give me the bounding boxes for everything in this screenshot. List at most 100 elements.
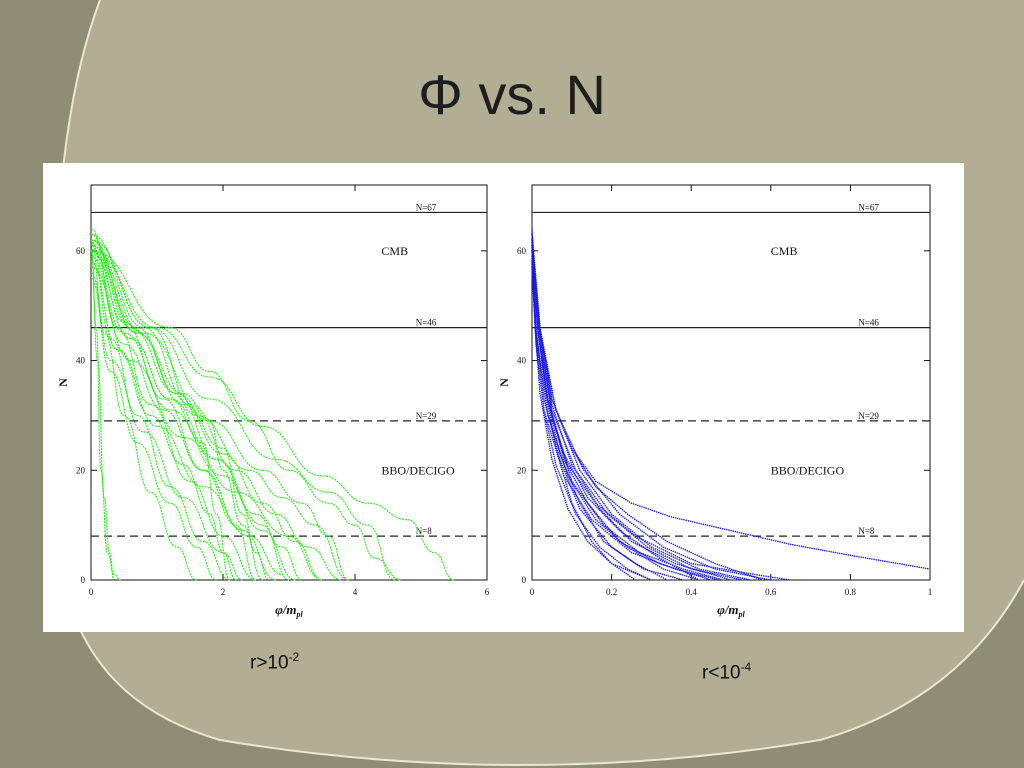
series-point [620,514,623,517]
series-point [730,529,732,532]
series-point [715,526,717,528]
series-point [537,375,540,377]
series-point [531,230,533,232]
series-point [572,470,574,472]
series-point [637,554,639,556]
series-point [775,540,777,542]
series-point [754,573,756,576]
series-point [641,506,643,508]
series-point [716,577,718,580]
series-point [540,369,543,371]
series-point [588,505,591,507]
series-point [559,474,561,476]
series-point [581,465,583,468]
series-point [606,517,609,519]
series-point [617,494,620,496]
series-point [542,344,544,346]
series-line-traj-21 [90,250,402,581]
series-point [556,447,558,450]
series-point [761,577,763,580]
series-point [601,511,604,513]
series-point [909,564,912,567]
series-point [572,453,575,456]
series-point [674,562,677,565]
series-point [603,514,606,516]
figure-panel: 0 2 4 6 0 20 40 60 φ/mpl N N=67 N=46 N=29 N=8 CMB BBO/D… [43,163,964,632]
series-point [572,507,575,509]
series-point [658,575,661,577]
series-point [533,268,536,270]
series-point [757,536,760,538]
series-point [730,575,733,577]
series-point [707,571,710,574]
series-point [591,497,593,499]
series-point [577,485,580,487]
series-point [560,449,563,452]
series-point [541,347,543,350]
series-point [643,524,645,527]
series-point [563,463,565,465]
series-point [582,484,584,487]
series-point [740,532,743,534]
series-point [576,471,578,473]
series-point [632,561,635,564]
series-point [601,508,604,510]
series-point [722,565,725,568]
series-point [692,563,695,565]
series-point [585,504,588,506]
series-point [597,507,600,510]
series-point [807,546,809,549]
series-point [564,431,566,433]
caption-right-exponent: -4 [740,660,752,674]
series-point [638,527,640,530]
series-point [545,385,547,387]
series-point [550,408,552,411]
series-point [585,472,588,475]
series-point [660,555,663,558]
series-point [903,563,905,566]
series-point [675,572,677,574]
series-point [652,530,654,533]
series-point [636,552,638,554]
series-point [597,531,599,534]
series-point [689,520,692,523]
series-point [703,565,706,567]
series-point [662,549,665,551]
series-point [581,531,583,533]
series-point [740,573,742,575]
series-point [571,480,573,483]
series-point [664,552,667,555]
series-point [531,258,534,261]
series-line-traj-10 [90,239,263,581]
series-point [686,566,688,568]
series-point [692,571,695,573]
series-point [599,509,601,512]
plot-frame [531,184,931,581]
series-point [686,562,688,565]
series-point [567,449,569,452]
series-point [589,538,592,541]
series-point [877,559,880,561]
series-point [659,559,662,562]
series-point [705,565,708,567]
series-point [726,574,728,576]
series-point [905,564,908,566]
series-point [576,512,578,514]
series-point [579,492,582,495]
series-point [571,451,574,454]
series-point [558,416,561,419]
series-point [590,485,592,487]
series-point [717,572,720,574]
series-point [556,423,559,425]
series-point [713,571,716,573]
series-line-traj-16 [90,244,349,581]
series-point [621,522,623,524]
series-point [546,432,548,434]
series-point [696,560,698,563]
series-point [553,433,555,435]
series-point [533,286,536,289]
series-point [636,542,639,544]
series-point [586,511,588,514]
series-point [683,574,686,577]
series-point [534,332,537,334]
